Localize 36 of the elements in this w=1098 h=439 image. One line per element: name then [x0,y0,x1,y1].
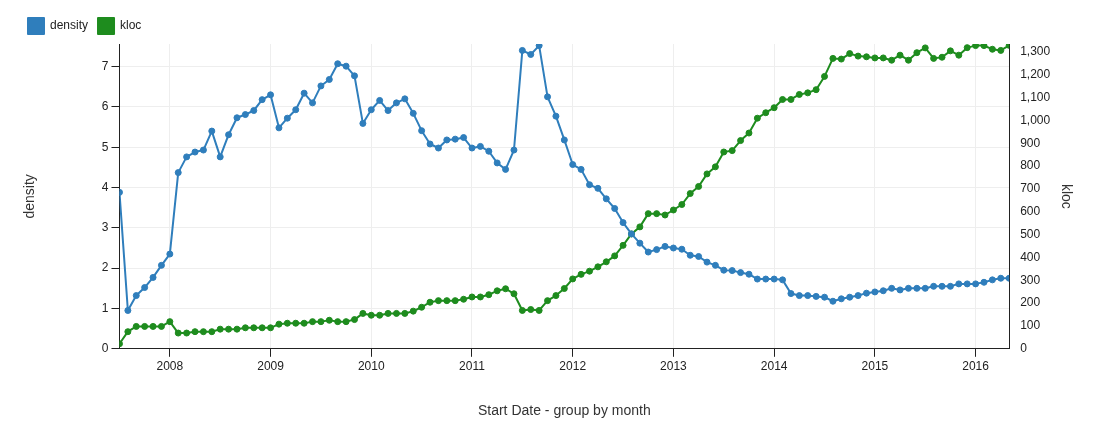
y2-tick-label: 500 [1020,226,1041,241]
y-axis-title: density [21,174,38,219]
y2-tick-label: 300 [1020,272,1041,287]
legend-label: kloc [120,18,142,33]
y2-axis-title: kloc [1058,183,1075,209]
x-tick-label: 2016 [962,359,990,374]
y-tick-label: 4 [101,179,109,194]
y2-tick-label: 900 [1020,135,1041,150]
x-tick-label: 2008 [156,359,184,374]
x-tick-label: 2015 [861,359,889,374]
y2-tick-label: 100 [1020,318,1041,333]
y2-tick-label: 700 [1020,181,1041,196]
x-tick-label: 2012 [559,359,587,374]
y2-tick-label: 1,100 [1020,89,1051,104]
y2-tick-label: 400 [1020,249,1041,264]
x-tick-label: 2010 [357,359,385,374]
y-tick-label: 3 [101,220,109,235]
x-tick-label: 2011 [459,359,486,374]
y2-tick-label: 1,200 [1020,67,1051,82]
x-axis-title: Start Date - group by month [477,402,651,419]
y2-tick-label: 0 [1020,341,1028,356]
x-tick-label: 2009 [257,359,285,374]
y2-tick-label: 1,300 [1020,44,1051,59]
y-tick-label: 0 [101,341,109,356]
y-tick-label: 1 [101,300,109,315]
y2-tick-label: 1,000 [1020,112,1051,127]
y-tick-label: 7 [101,58,109,73]
y-tick-label: 6 [101,99,109,114]
x-tick-label: 2013 [660,359,688,374]
y-tick-label: 5 [101,139,109,154]
y-tick-label: 2 [101,260,109,275]
y2-tick-label: 600 [1020,204,1041,219]
legend-label: density [50,18,89,33]
y2-tick-label: 800 [1020,158,1041,173]
y2-tick-label: 200 [1020,295,1041,310]
x-tick-label: 2014 [760,359,788,374]
